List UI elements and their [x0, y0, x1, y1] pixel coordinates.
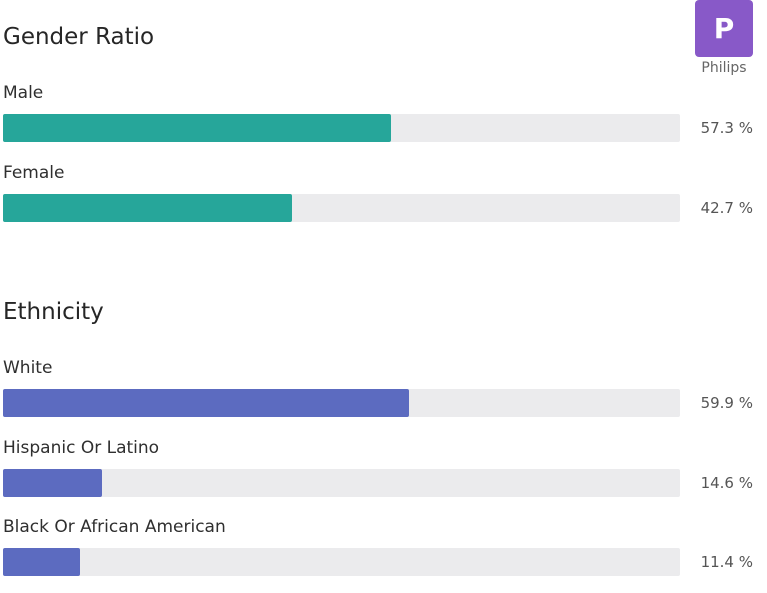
bar-white	[3, 389, 409, 417]
company-logo: P	[695, 0, 753, 57]
bar-track-hispanic	[3, 469, 680, 497]
bar-track-black	[3, 548, 680, 576]
bar-value-white: 59.9 %	[700, 394, 753, 412]
bar-track-male	[3, 114, 680, 142]
bar-label-hispanic: Hispanic Or Latino	[3, 438, 160, 458]
bar-label-female: Female	[3, 163, 65, 183]
bar-value-male: 57.3 %	[700, 119, 753, 137]
bar-value-female: 42.7 %	[700, 199, 753, 217]
gender-ratio-title: Gender Ratio	[3, 24, 155, 50]
bar-track-female	[3, 194, 680, 222]
bar-female	[3, 194, 293, 222]
bar-label-black: Black Or African American	[3, 517, 226, 537]
bar-value-hispanic: 14.6 %	[700, 474, 753, 492]
bar-track-white	[3, 389, 680, 417]
bar-value-black: 11.4 %	[700, 553, 753, 571]
bar-black	[3, 548, 81, 576]
bar-hispanic	[3, 469, 102, 497]
ethnicity-title: Ethnicity	[3, 299, 104, 325]
bar-male	[3, 114, 391, 142]
company-name: Philips	[701, 60, 747, 76]
bar-label-white: White	[3, 358, 53, 378]
bar-label-male: Male	[3, 83, 44, 103]
